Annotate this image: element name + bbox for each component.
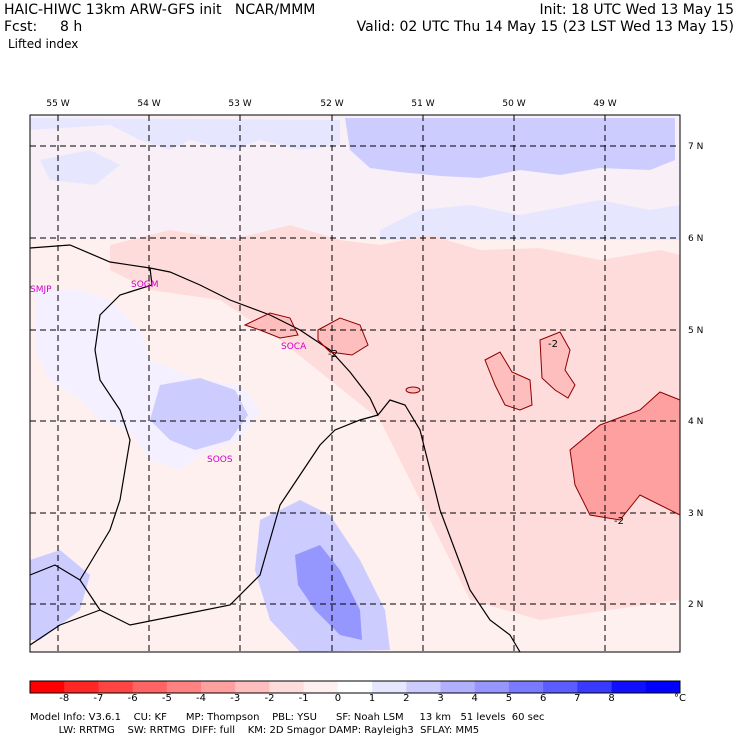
lon-label: 53 W [228, 99, 251, 109]
contour-label-1: -2 [548, 339, 558, 350]
lon-label: 51 W [411, 99, 434, 109]
lat-label: 3 N [688, 509, 703, 519]
map-frame [29, 114, 681, 653]
colorbar-tick-label: -2 [264, 693, 275, 704]
station-label: SMJP [30, 285, 52, 295]
init-time: Init: 18 UTC Wed 13 May 15 [539, 2, 734, 18]
lon-label: 49 W [593, 99, 616, 109]
colorbar-swatch [611, 681, 647, 693]
graticule [30, 115, 680, 652]
lon-label: 52 W [320, 99, 343, 109]
colorbar-tick-label: -5 [161, 693, 172, 704]
colorbar-unit: °C [674, 693, 686, 704]
colorbar-tick-label: 6 [539, 693, 547, 704]
colorbar-tick-label: -7 [93, 693, 104, 704]
colorbar [30, 681, 681, 693]
forecast-hour: 8 h [60, 19, 83, 35]
colorbar-swatch [201, 681, 236, 693]
colorbar-tick-label: 2 [403, 693, 410, 704]
colorbar-swatch [645, 681, 681, 693]
minus2-contours [243, 312, 681, 521]
lon-label: 54 W [137, 99, 160, 109]
lat-label: 6 N [688, 234, 703, 244]
station-label: SOOS [207, 455, 233, 465]
colorbar-swatch [337, 681, 373, 693]
station-label: SOGM [131, 280, 159, 290]
coastlines-and-borders [29, 244, 521, 653]
valid-time: Valid: 02 UTC Thu 14 May 15 (23 LST Wed … [356, 19, 734, 35]
lat-label: 4 N [688, 417, 703, 427]
colorbar-swatch [474, 681, 510, 693]
colorbar-tick-label: 4 [471, 693, 478, 704]
shading-layer [30, 115, 680, 652]
lat-label: 2 N [688, 600, 703, 610]
colorbar-swatch [577, 681, 613, 693]
colorbar-tick-label: 0 [334, 693, 342, 704]
colorbar-tick-label: -6 [127, 693, 138, 704]
colorbar-swatch [166, 681, 202, 693]
colorbar-tick-label: 1 [368, 693, 376, 704]
colorbar-swatch [508, 681, 544, 693]
colorbar-swatch [372, 681, 407, 693]
colorbar-frame [29, 680, 681, 694]
colorbar-swatch [543, 681, 578, 693]
contour-label-3: -2 [328, 349, 338, 360]
colorbar-tick-label: -3 [230, 693, 241, 704]
forecast-label: Fcst: [4, 19, 38, 35]
map-title: HAIC-HIWC 13km ARW-GFS init NCAR/MMM [4, 2, 316, 18]
model-info-line1: Model Info: V3.6.1 CU: KF MP: Thompson P… [30, 712, 545, 723]
colorbar-tick-label: -4 [196, 693, 207, 704]
colorbar-tick-label: 3 [437, 693, 444, 704]
colorbar-swatch [406, 681, 442, 693]
lon-label: 50 W [502, 99, 525, 109]
model-info-line2: LW: RRTMG SW: RRTMG DIFF: full KM: 2D Sm… [30, 725, 480, 736]
colorbar-swatch [98, 681, 134, 693]
colorbar-tick-label: 8 [608, 693, 615, 704]
colorbar-swatch [30, 681, 65, 693]
colorbar-swatch [303, 681, 339, 693]
lat-label: 7 N [688, 142, 703, 152]
colorbar-tick-label: -8 [59, 693, 70, 704]
field-name: Lifted index [8, 37, 79, 51]
contour-label-2: -2 [614, 516, 624, 527]
colorbar-swatch [132, 681, 168, 693]
station-label: SOCA [281, 342, 307, 352]
lon-label: 55 W [46, 99, 69, 109]
colorbar-swatch [235, 681, 270, 693]
colorbar-tick-label: -1 [298, 693, 309, 704]
colorbar-tick-label: 7 [574, 693, 581, 704]
colorbar-swatch [269, 681, 305, 693]
colorbar-swatch [64, 681, 99, 693]
colorbar-swatch [440, 681, 476, 693]
lat-label: 5 N [688, 326, 703, 336]
colorbar-tick-label: 5 [505, 693, 513, 704]
